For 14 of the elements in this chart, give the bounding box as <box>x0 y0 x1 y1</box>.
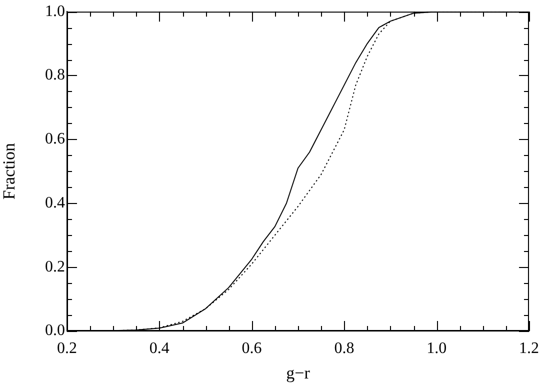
x-tick-label: 0.8 <box>334 340 354 357</box>
y-tick-label: 0.0 <box>45 322 65 340</box>
y-tick-label: 1.0 <box>45 2 65 20</box>
x-tick-label: 0.6 <box>242 340 262 357</box>
y-tick-label: 0.6 <box>45 130 65 148</box>
y-axis-title: Fraction <box>0 142 19 200</box>
y-tick-label: 0.4 <box>45 194 65 212</box>
x-tick-label: 0.4 <box>149 340 170 357</box>
y-tick-label: 0.8 <box>45 66 65 84</box>
y-tick-label: 0.2 <box>45 258 65 276</box>
x-tick-label: 1.2 <box>519 340 539 357</box>
x-axis-title: g−r <box>286 363 310 382</box>
x-tick-label: 0.2 <box>57 340 77 357</box>
x-tick-label: 1.0 <box>426 340 447 357</box>
